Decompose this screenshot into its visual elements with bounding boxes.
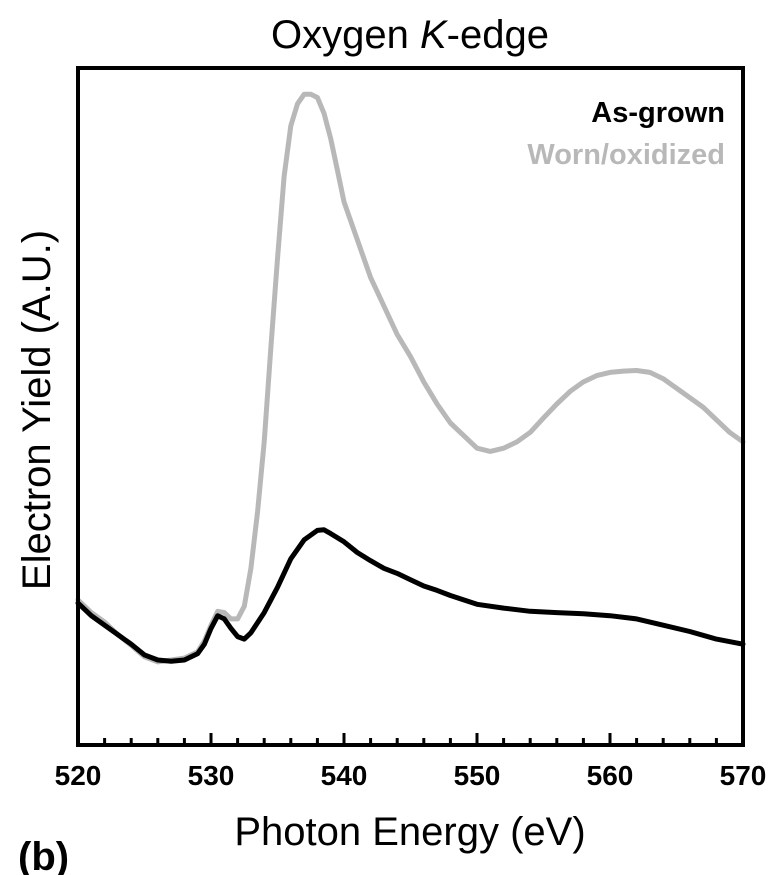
x-tick-label: 570 <box>720 760 767 791</box>
x-tick-label: 560 <box>587 760 634 791</box>
x-tick-label: 550 <box>454 760 501 791</box>
legend: As-grown Worn/oxidized <box>527 97 725 171</box>
x-axis-label: Photon Energy (eV) <box>234 810 585 854</box>
chart-title-part-2: K <box>420 13 449 57</box>
legend-entry-worn-oxidized: Worn/oxidized <box>527 139 725 171</box>
chart-title-part-3: -edge <box>447 13 549 57</box>
panel-label: (b) <box>18 835 69 875</box>
legend-entry-as-grown: As-grown <box>591 97 725 129</box>
tick-layer: 520 530 540 550 560 570 <box>55 733 767 791</box>
series-line-as-grown <box>75 527 746 664</box>
x-tick-label: 530 <box>188 760 235 791</box>
series-layer <box>75 91 746 665</box>
y-axis-label: Electron Yield (A.U.) <box>15 230 59 590</box>
x-tick-label: 520 <box>55 760 102 791</box>
chart-title: Oxygen K-edge <box>271 13 549 57</box>
x-tick-label: 540 <box>321 760 368 791</box>
chart-title-part-1: Oxygen <box>271 13 420 57</box>
plot-frame <box>76 66 745 747</box>
series-line-worn-oxidized <box>75 91 746 665</box>
